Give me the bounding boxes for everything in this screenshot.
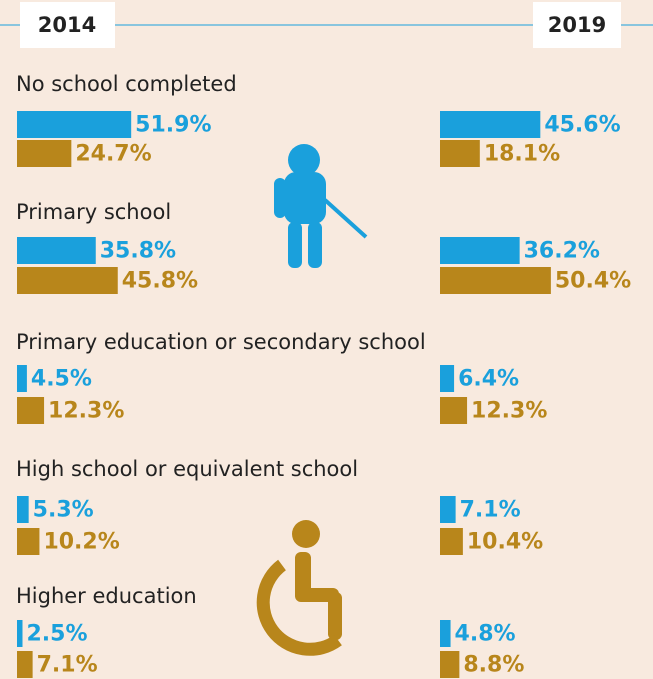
value-label: 18.1% — [484, 142, 560, 167]
bar — [17, 651, 33, 678]
bar — [17, 528, 40, 555]
category-label: Primary education or secondary school — [16, 330, 426, 354]
value-label: 6.4% — [458, 367, 519, 392]
bar — [440, 397, 468, 424]
blind-person-icon — [274, 144, 368, 268]
value-label: 12.3% — [48, 399, 124, 424]
category-label: Primary school — [16, 200, 171, 224]
bar — [440, 237, 520, 264]
value-label: 50.4% — [555, 269, 631, 294]
category-label: High school or equivalent school — [16, 457, 358, 481]
wheelchair-icon — [256, 520, 342, 656]
year-label: 2019 — [548, 13, 606, 37]
value-label: 10.2% — [43, 530, 119, 555]
bar — [17, 111, 132, 138]
value-label: 36.2% — [524, 239, 600, 264]
value-label: 51.9% — [135, 113, 211, 138]
value-label: 35.8% — [100, 239, 176, 264]
value-label: 7.1% — [37, 653, 98, 678]
bar — [17, 267, 118, 294]
bar — [440, 365, 455, 392]
value-label: 8.8% — [463, 653, 524, 678]
bar — [440, 496, 456, 523]
category-label: Higher education — [16, 584, 197, 608]
value-label: 4.5% — [31, 367, 92, 392]
bar — [17, 397, 45, 424]
value-label: 4.8% — [455, 622, 516, 647]
value-label: 7.1% — [460, 498, 521, 523]
category-label: No school completed — [16, 72, 237, 96]
bar — [17, 140, 72, 167]
value-label: 12.3% — [471, 399, 547, 424]
value-label: 2.5% — [27, 622, 88, 647]
bar — [440, 111, 541, 138]
year-box — [20, 2, 115, 48]
bar — [440, 267, 551, 294]
bar — [17, 365, 27, 392]
bar — [440, 140, 480, 167]
bar — [440, 651, 460, 678]
value-label: 5.3% — [33, 498, 94, 523]
year-box — [533, 2, 621, 48]
year-label: 2014 — [38, 13, 96, 37]
bar — [440, 528, 463, 555]
bar — [440, 620, 451, 647]
value-label: 10.4% — [467, 530, 543, 555]
value-label: 45.8% — [122, 269, 198, 294]
bar — [17, 237, 96, 264]
value-label: 24.7% — [75, 142, 151, 167]
value-label: 45.6% — [544, 113, 620, 138]
bar — [17, 620, 23, 647]
bar — [17, 496, 29, 523]
